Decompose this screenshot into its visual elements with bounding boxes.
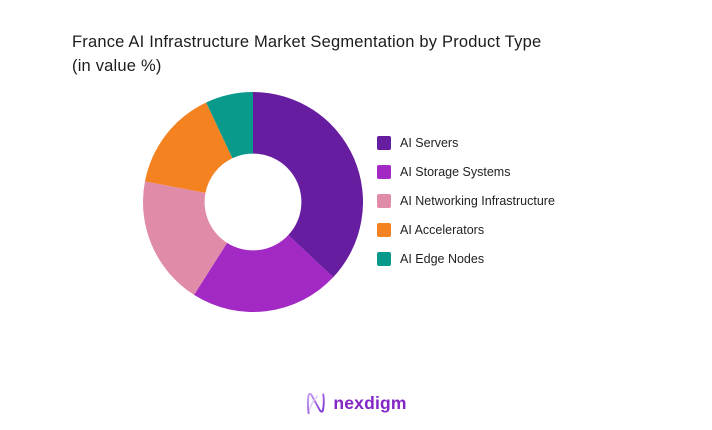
logo-text: nexdigm xyxy=(333,393,407,413)
chart-title-line2: (in value %) xyxy=(72,57,162,75)
donut-segment-ai-servers xyxy=(253,92,364,278)
legend-swatch-ai-servers xyxy=(377,136,391,151)
legend-label: AI Networking Infrastructure xyxy=(400,194,555,209)
legend-item-ai-servers: AI Servers xyxy=(377,135,555,152)
legend-item-ai-accelerators: AI Accelerators xyxy=(377,222,555,239)
legend-item-ai-networking-infrastructure: AI Networking Infrastructure xyxy=(377,193,555,210)
chart-title: France AI Infrastructure Market Segmenta… xyxy=(72,30,632,78)
donut-segment-ai-storage-systems xyxy=(194,235,334,313)
legend-swatch-ai-edge-nodes xyxy=(377,252,391,267)
donut-chart-svg xyxy=(143,92,364,313)
legend-item-ai-edge-nodes: AI Edge Nodes xyxy=(377,251,555,268)
legend-label: AI Accelerators xyxy=(400,223,485,238)
legend-swatch-ai-storage-systems xyxy=(377,165,391,180)
legend-label: AI Edge Nodes xyxy=(400,252,485,267)
nexdigm-logo: nexdigm xyxy=(0,391,712,416)
chart-title-line1: France AI Infrastructure Market Segmenta… xyxy=(72,33,542,51)
legend-item-ai-storage-systems: AI Storage Systems xyxy=(377,164,555,181)
donut-segment-ai-edge-nodes xyxy=(206,92,253,159)
legend-swatch-ai-networking-infrastructure xyxy=(377,194,391,209)
donut-segment-ai-accelerators xyxy=(144,102,233,193)
legend-label: AI Servers xyxy=(400,136,459,151)
legend-swatch-ai-accelerators xyxy=(377,223,391,238)
chart-legend: AI Servers AI Storage Systems AI Network… xyxy=(377,135,555,268)
donut-segment-ai-networking-infrastructure xyxy=(143,181,228,295)
donut-chart xyxy=(143,92,364,313)
legend-label: AI Storage Systems xyxy=(400,165,511,180)
nexdigm-n-icon xyxy=(307,392,325,415)
